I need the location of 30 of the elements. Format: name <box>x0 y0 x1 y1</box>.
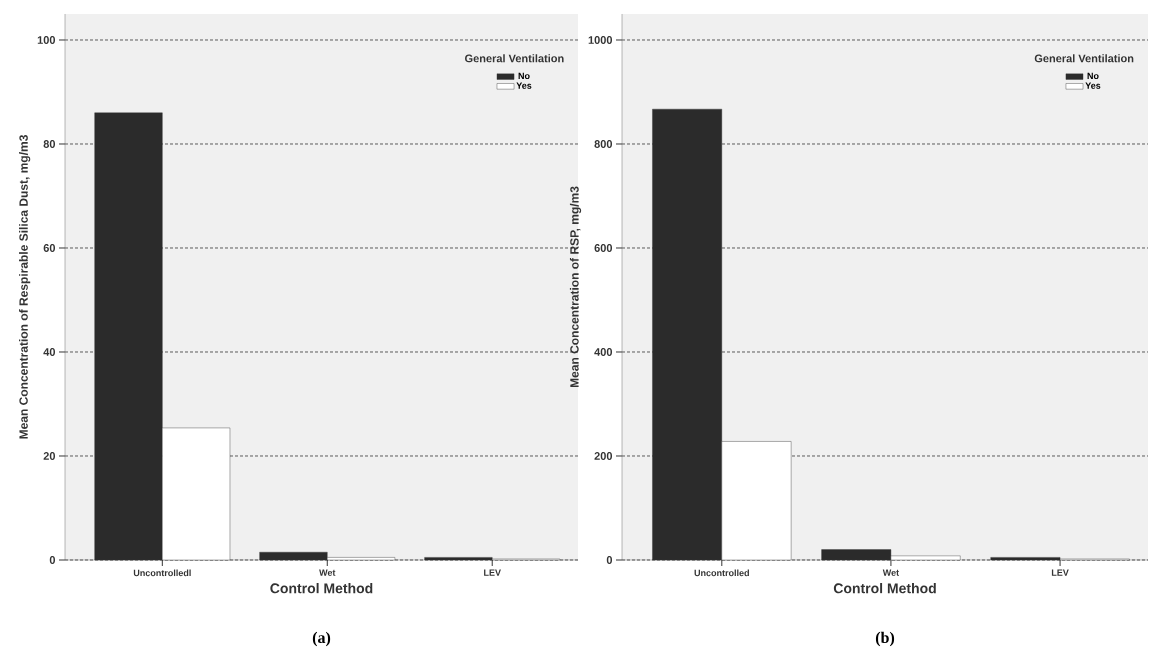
y-tick-label: 20 <box>43 452 56 460</box>
x-axis-title: Control Method <box>270 583 373 594</box>
x-tick-label: Uncontrolledl <box>133 569 191 577</box>
legend-title: General Ventilation <box>1034 54 1134 63</box>
y-tick-label: 0 <box>49 556 56 564</box>
x-tick-label: LEV <box>1051 569 1069 576</box>
y-tick-label: 0 <box>606 556 613 564</box>
y-tick-label: 60 <box>43 244 56 252</box>
legend-label: Yes <box>1085 82 1101 89</box>
y-tick-label: 80 <box>43 140 56 148</box>
y-tick-label: 800 <box>594 140 613 148</box>
y-axis-title: Mean Concentration of Respirable Silica Dust, mg/m3 <box>19 135 31 439</box>
x-tick-label: LEV <box>484 569 501 576</box>
x-tick-label: Uncontrolled <box>694 569 749 577</box>
y-tick-label: 600 <box>594 244 613 252</box>
y-tick-label: 1000 <box>588 36 613 44</box>
y-tick-label: 40 <box>43 348 56 356</box>
text: (a) <box>312 631 331 647</box>
legend-title: General Ventilation <box>465 54 564 63</box>
legend-label: No <box>518 72 530 80</box>
x-axis-title: Control Method <box>833 583 936 594</box>
y-tick-label: 100 <box>37 36 56 44</box>
text: (b) <box>875 631 895 647</box>
legend-label: Yes <box>516 82 532 89</box>
y-tick-label: 400 <box>594 348 613 356</box>
y-tick-label: 200 <box>594 452 613 460</box>
x-tick-label: Wet <box>319 569 336 576</box>
y-axis-title: Mean Concentration of RSP, mg/m3 <box>569 186 582 388</box>
legend-label: No <box>1087 72 1099 80</box>
x-tick-label: Wet <box>882 569 899 576</box>
